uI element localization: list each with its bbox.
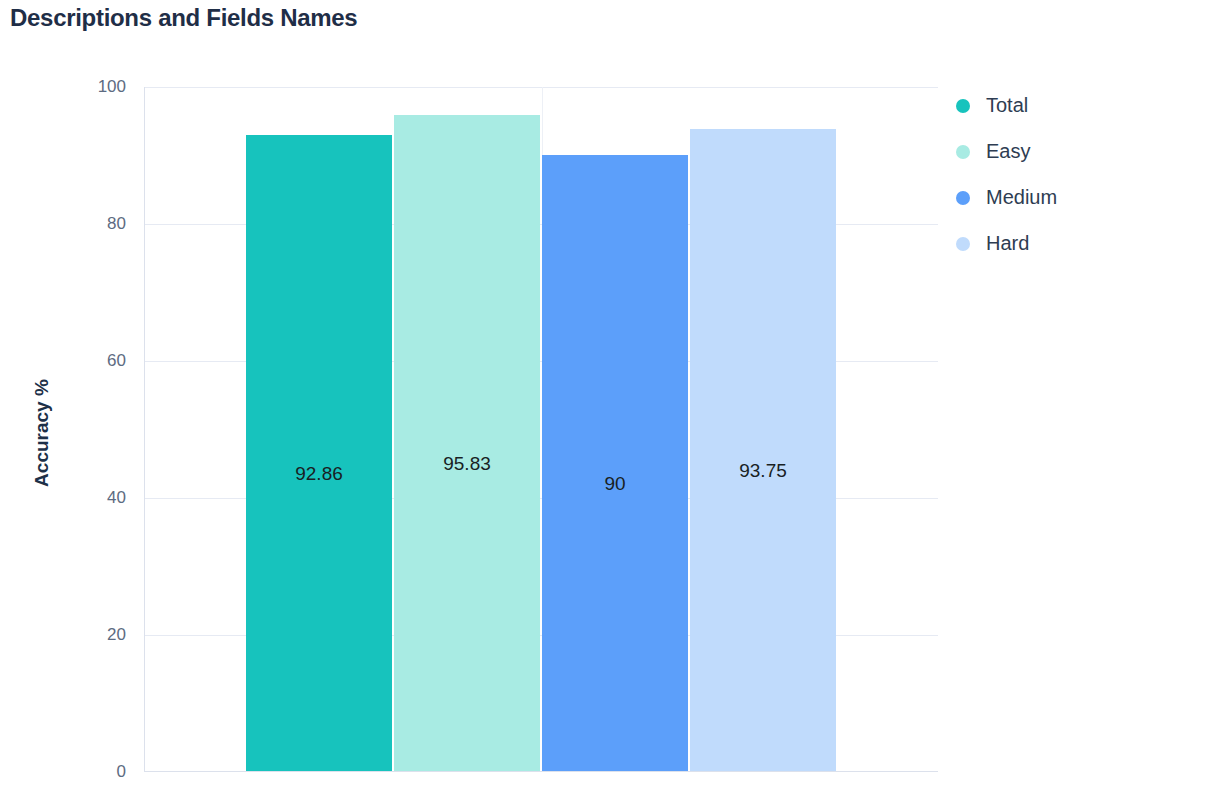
y-tick-label-0: 0	[56, 762, 126, 782]
y-tick-label-100: 100	[56, 77, 126, 97]
legend: Total Easy Medium Hard	[956, 94, 1057, 278]
bar-total[interactable]: 92.86	[246, 135, 392, 771]
bar-value-label-hard: 93.75	[739, 460, 787, 482]
bar-value-label-easy: 95.83	[443, 453, 491, 475]
bar-medium[interactable]: 90	[542, 155, 688, 772]
y-axis: 020406080100	[56, 87, 126, 772]
y-tick-label-80: 80	[56, 214, 126, 234]
bar-easy[interactable]: 95.83	[394, 115, 540, 771]
bar-value-label-total: 92.86	[295, 463, 343, 485]
plot-area: 92.86 95.83 90 93.75	[144, 87, 938, 772]
legend-item-easy[interactable]: Easy	[956, 140, 1057, 163]
legend-item-label: Total	[986, 94, 1028, 117]
bar-hard[interactable]: 93.75	[690, 129, 836, 771]
legend-marker-icon	[956, 191, 970, 205]
page-title: Descriptions and Fields Names	[10, 4, 357, 32]
legend-item-medium[interactable]: Medium	[956, 186, 1057, 209]
legend-item-label: Hard	[986, 232, 1029, 255]
legend-marker-icon	[956, 145, 970, 159]
legend-item-total[interactable]: Total	[956, 94, 1057, 117]
legend-item-label: Easy	[986, 140, 1030, 163]
bar-value-label-medium: 90	[604, 473, 625, 495]
y-tick-label-40: 40	[56, 488, 126, 508]
legend-item-hard[interactable]: Hard	[956, 232, 1057, 255]
legend-marker-icon	[956, 99, 970, 113]
legend-marker-icon	[956, 237, 970, 251]
y-tick-label-20: 20	[56, 625, 126, 645]
legend-item-label: Medium	[986, 186, 1057, 209]
y-axis-title: Accuracy %	[31, 353, 53, 513]
y-tick-label-60: 60	[56, 351, 126, 371]
